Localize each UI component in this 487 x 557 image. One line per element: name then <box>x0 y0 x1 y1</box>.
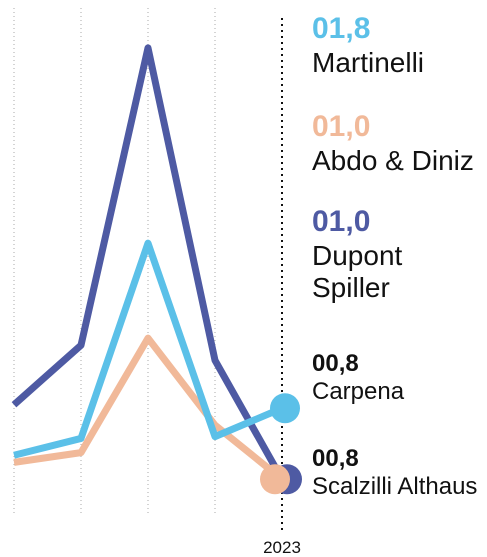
series-line <box>13 334 285 482</box>
annotation-label: Carpena <box>312 377 405 405</box>
series-line <box>11 44 286 481</box>
legend-name: Abdo & Diniz <box>312 144 474 176</box>
annotation-value: 00,8 <box>312 350 359 377</box>
legend-value: 01,0 <box>312 110 371 143</box>
legend-entry: 01,0 Dupont Spiller <box>312 205 484 304</box>
x-tick-label: 2023 <box>263 538 301 557</box>
legend-value: 01,0 <box>312 205 371 238</box>
legend-value: 01,8 <box>312 12 371 45</box>
annotation: 00,8 Scalzilli Althaus <box>312 445 484 500</box>
end-dot <box>270 393 300 424</box>
legend-name: Martinelli <box>312 46 425 78</box>
legend-name: Dupont Spiller <box>312 239 403 303</box>
annotation: 00,8 Carpena <box>312 350 484 405</box>
series-line <box>13 239 284 459</box>
legend-entry: 01,0 Abdo & Diniz <box>312 110 484 177</box>
end-dot <box>260 464 290 495</box>
legend-entry: 01,8 Martinelli <box>312 12 484 79</box>
annotation-value: 00,8 <box>312 445 359 472</box>
annotation-label: Scalzilli Althaus <box>312 472 478 500</box>
